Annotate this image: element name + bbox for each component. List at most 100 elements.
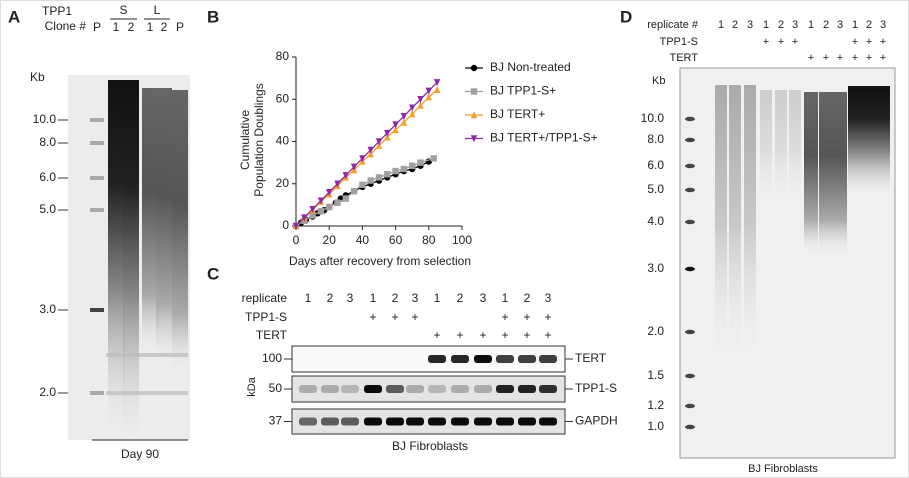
ladder-band xyxy=(90,118,104,122)
lane-label: + xyxy=(852,36,858,48)
size-marker: 37 xyxy=(269,414,283,428)
lane-label: 1 xyxy=(852,19,858,31)
series-line xyxy=(295,89,438,227)
data-point xyxy=(417,101,424,109)
lane-label: 2 xyxy=(327,291,334,305)
size-marker: 3.0 xyxy=(647,261,664,275)
blot-band xyxy=(428,385,446,393)
data-point xyxy=(400,112,408,120)
legend-label: BJ TERT+/TPP1-S+ xyxy=(490,131,598,145)
lane-label: + xyxy=(411,310,418,324)
blot-band xyxy=(406,385,424,393)
data-point xyxy=(425,87,432,95)
ladder-band xyxy=(685,266,695,272)
panel-letter: D xyxy=(620,7,632,26)
lane-label: 3 xyxy=(480,291,487,305)
blot-band xyxy=(341,385,359,393)
lane-label: + xyxy=(852,52,858,64)
lane-label: 1 xyxy=(718,19,724,31)
blot-band xyxy=(299,385,317,393)
data-point xyxy=(409,104,416,112)
blot-band xyxy=(386,385,404,393)
data-point xyxy=(409,162,416,169)
y-tick-label: 20 xyxy=(276,176,290,190)
blot-band xyxy=(428,355,446,363)
row-label: TPP1-S xyxy=(659,36,698,48)
lane-label: 1 xyxy=(370,291,377,305)
y-tick-label: 40 xyxy=(276,134,290,148)
x-tick-label: 60 xyxy=(389,233,403,247)
group-label: L xyxy=(154,3,161,17)
data-point xyxy=(400,118,408,126)
x-axis-label: Days after recovery from selection xyxy=(289,254,471,268)
data-point xyxy=(359,181,366,189)
lane-smear xyxy=(760,90,772,210)
y-axis-label: Population Doublings xyxy=(252,83,266,196)
ladder-band xyxy=(685,373,695,379)
data-point xyxy=(350,187,358,195)
size-marker: 50 xyxy=(269,381,283,395)
lane-smear xyxy=(819,92,833,252)
size-marker: 6.0 xyxy=(39,170,56,184)
size-marker: 2.0 xyxy=(39,385,56,399)
lane-label: 3 xyxy=(837,19,843,31)
data-point xyxy=(392,121,399,129)
data-point xyxy=(470,64,478,72)
lane-label: 1 xyxy=(113,20,120,34)
size-marker: 8.0 xyxy=(39,135,56,149)
x-tick-label: 80 xyxy=(422,233,436,247)
data-point xyxy=(409,110,416,118)
ladder-band xyxy=(685,163,695,169)
lane-smear xyxy=(729,85,741,365)
lane-label: + xyxy=(391,310,398,324)
row-label: TERT xyxy=(669,52,698,64)
lane-label: 3 xyxy=(412,291,419,305)
panel-letter: B xyxy=(207,7,219,26)
lane-smear xyxy=(715,85,727,365)
data-point xyxy=(384,171,391,178)
blot-band xyxy=(386,417,404,426)
data-point xyxy=(433,79,441,87)
lane-smear xyxy=(833,92,847,252)
y-tick-label: 60 xyxy=(276,91,290,105)
row-label: replicate # xyxy=(647,19,699,31)
blot-band xyxy=(299,417,317,426)
panel-b: B 0 20 40 60 80 0 20 40 60 80 100 Days after recover… xyxy=(207,7,598,268)
row-label: TPP1-S xyxy=(245,310,287,324)
lane-label: + xyxy=(544,310,551,324)
size-marker: 10.0 xyxy=(641,111,665,125)
lane-label: + xyxy=(523,328,530,342)
lane-label: + xyxy=(880,36,886,48)
size-marker: 1.2 xyxy=(647,398,664,412)
data-point xyxy=(375,141,383,149)
lane-label: + xyxy=(456,328,463,342)
caption: BJ Fibroblasts xyxy=(748,463,818,475)
lane-label: + xyxy=(544,328,551,342)
ladder-band xyxy=(90,308,104,312)
ladder-band xyxy=(90,208,104,212)
series-line xyxy=(295,160,430,227)
ladder-band xyxy=(685,137,695,143)
size-marker: 8.0 xyxy=(647,132,664,146)
legend-label: BJ Non-treated xyxy=(490,60,571,74)
ladder-band xyxy=(685,219,695,225)
band-label: TPP1-S xyxy=(575,381,617,395)
size-marker: 3.0 xyxy=(39,302,56,316)
blot-band xyxy=(474,385,492,393)
blot-band xyxy=(496,417,514,426)
lane-smear xyxy=(142,88,158,348)
blot-band xyxy=(518,385,536,393)
data-point xyxy=(470,135,478,143)
lane-label: 2 xyxy=(524,291,531,305)
data-point xyxy=(400,165,408,173)
unit-label: Kb xyxy=(30,70,45,84)
x-tick-label: 100 xyxy=(452,233,472,247)
caption: BJ Fibroblasts xyxy=(392,439,468,453)
data-point xyxy=(367,177,374,184)
unit-label: kDa xyxy=(246,376,258,396)
row-label: TERT xyxy=(256,328,288,342)
ladder-band xyxy=(685,116,695,122)
size-marker: 2.0 xyxy=(647,324,664,338)
